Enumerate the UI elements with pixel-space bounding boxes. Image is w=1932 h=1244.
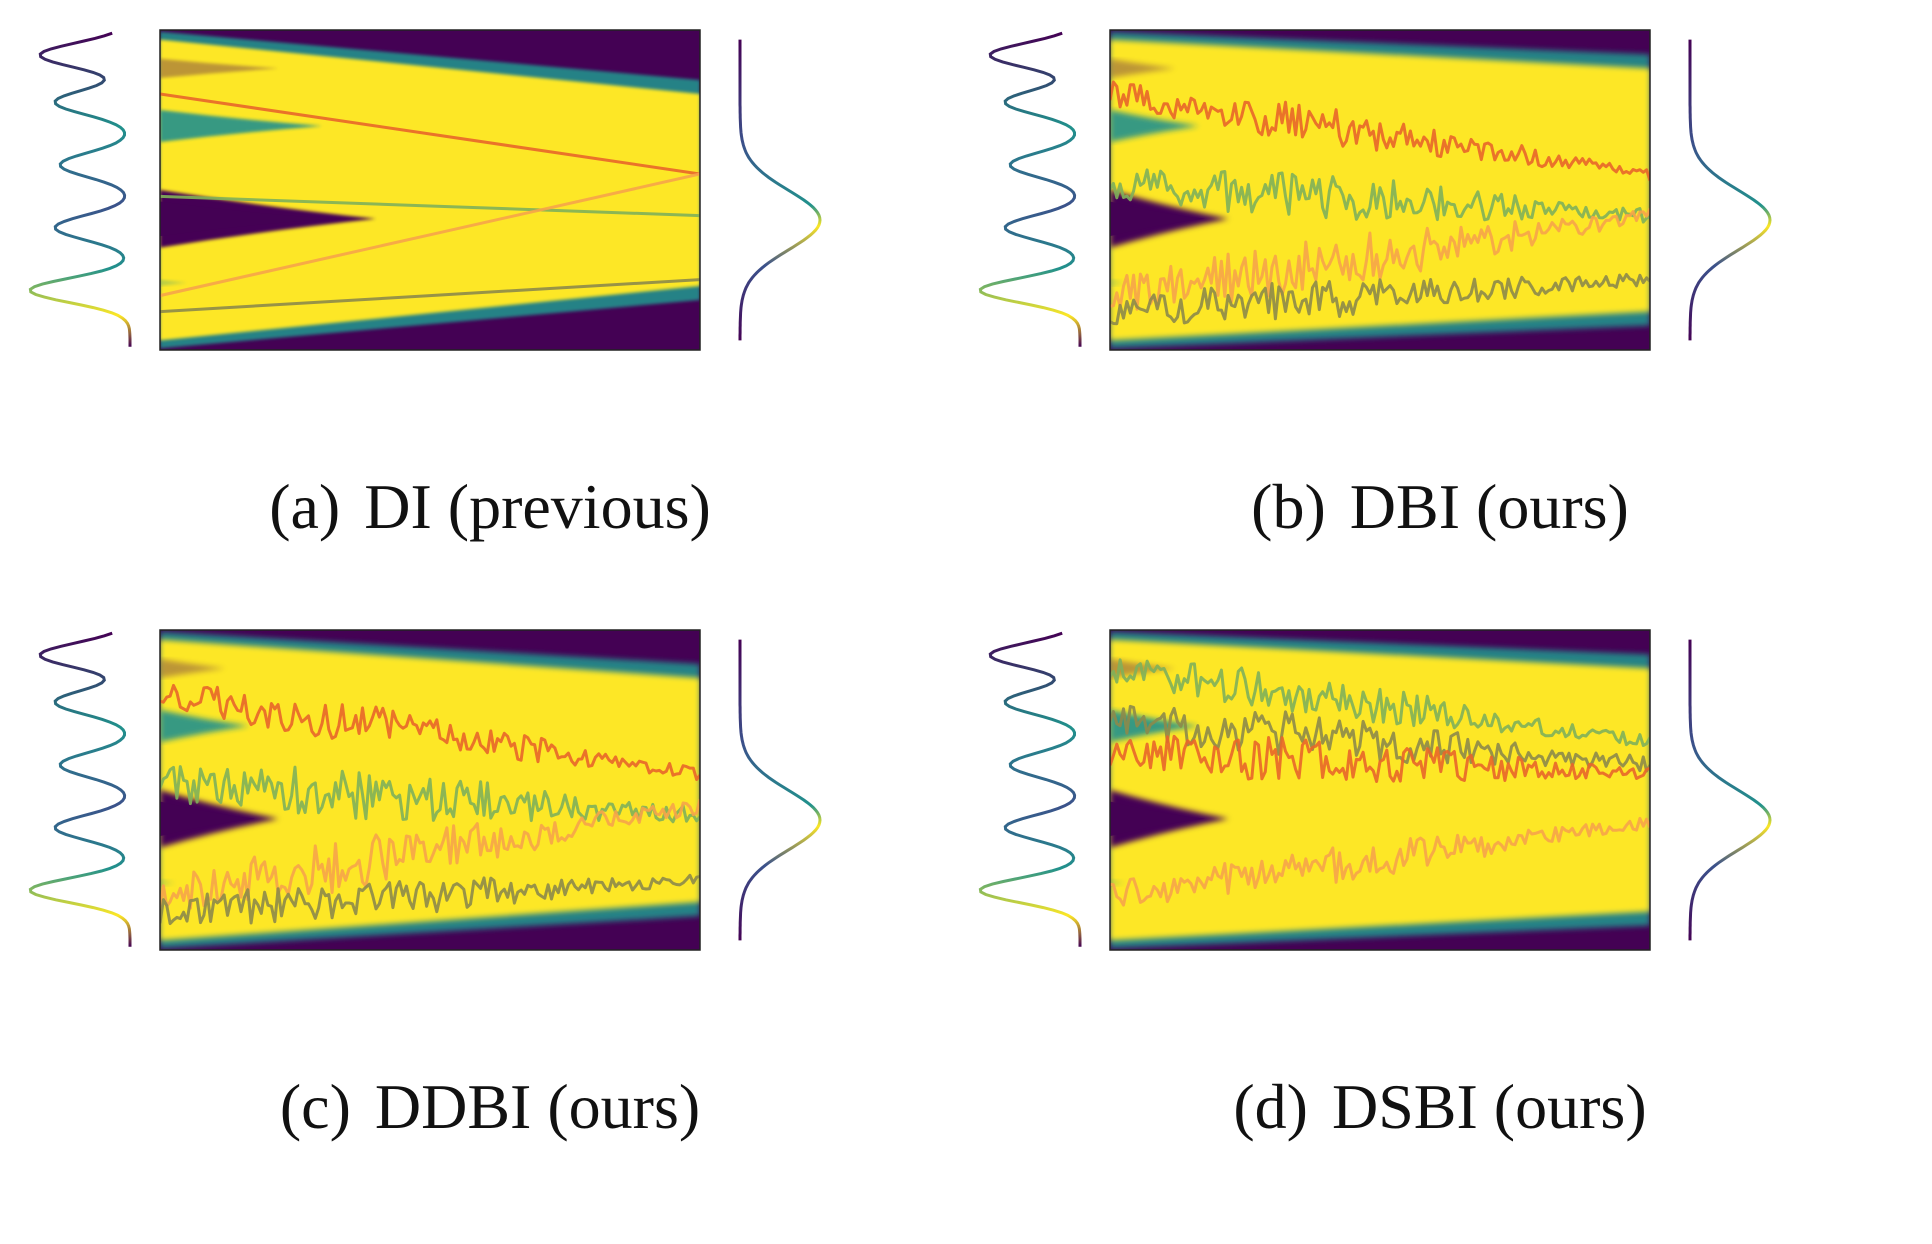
plot-frame — [1109, 29, 1651, 351]
mode-gap-0 — [160, 658, 226, 678]
trajectory-traj_olive — [1110, 273, 1650, 326]
chart-d-svg — [978, 629, 1772, 951]
caption-c-tag: (c) — [279, 1071, 351, 1142]
target-density-curve — [738, 39, 822, 341]
density-core — [1110, 639, 1650, 941]
caption-a-tag: (a) — [269, 471, 341, 542]
mode-gap-0 — [160, 58, 279, 78]
trajectory-traj_green — [160, 194, 700, 218]
density-field — [1110, 31, 1650, 349]
mode-gap-core — [1110, 201, 1206, 237]
source-density-curve — [28, 31, 132, 347]
caption-d-tag: (d) — [1233, 1071, 1308, 1142]
trajectory-traj_orange — [160, 172, 700, 298]
trajectory-traj_olive — [160, 873, 700, 926]
trajectory-traj_red — [1110, 80, 1650, 182]
trajectory-traj_green — [1110, 658, 1650, 747]
caption-c: (c) DDBI (ours) — [20, 1070, 960, 1144]
density-field — [160, 31, 700, 349]
panel-d: (d) DSBI (ours) — [970, 620, 1910, 1160]
target-density-curve — [1688, 639, 1772, 941]
caption-d: (d) DSBI (ours) — [970, 1070, 1910, 1144]
trajectory-traj_olive — [160, 278, 700, 314]
mode-gap-3 — [160, 279, 187, 286]
mode-gap-3 — [1110, 279, 1125, 286]
caption-b: (b) DBI (ours) — [970, 470, 1910, 544]
source-density-curve — [28, 631, 132, 947]
density-field — [160, 631, 700, 949]
trajectory-traj_green — [160, 765, 700, 824]
source-density-curve — [978, 31, 1082, 347]
plot-frame — [1109, 629, 1651, 951]
source-density-curve — [978, 631, 1082, 947]
trajectory-traj_red — [160, 683, 700, 781]
caption-d-title: DSBI (ours) — [1331, 1071, 1647, 1142]
caption-a: (a) DI (previous) — [20, 470, 960, 544]
mode-gap-core — [160, 201, 333, 237]
caption-c-title: DDBI (ours) — [374, 1071, 701, 1142]
mode-gap-1 — [160, 110, 322, 142]
mode-gap-1 — [1110, 110, 1200, 142]
chart-b-svg — [978, 29, 1772, 351]
plot-frame — [159, 29, 701, 351]
target-density-curve — [738, 639, 822, 941]
trajectory-traj_green — [1110, 168, 1650, 224]
chart-c-svg — [28, 629, 822, 951]
caption-b-tag: (b) — [1251, 471, 1326, 542]
mode-gap-core — [1110, 801, 1206, 837]
density-field — [1110, 631, 1650, 949]
trajectory-traj_red — [160, 92, 700, 176]
chart-a-svg — [28, 29, 822, 351]
caption-b-title: DBI (ours) — [1349, 471, 1629, 542]
panel-c: (c) DDBI (ours) — [20, 620, 960, 1160]
mode-gap-1 — [1110, 710, 1200, 742]
caption-a-title: DI (previous) — [364, 471, 711, 542]
trajectory-traj_orange — [1110, 816, 1650, 907]
trajectory-traj_orange — [160, 798, 700, 910]
mode-gap-core — [160, 801, 256, 837]
mode-gap-1 — [160, 710, 250, 742]
plot-frame — [159, 629, 701, 951]
panel-b: (b) DBI (ours) — [970, 20, 1910, 560]
mode-gap-0 — [1110, 58, 1176, 78]
panel-a: (a) DI (previous) — [20, 20, 960, 560]
trajectory-traj_red — [1110, 734, 1650, 783]
target-density-curve — [1688, 39, 1772, 341]
